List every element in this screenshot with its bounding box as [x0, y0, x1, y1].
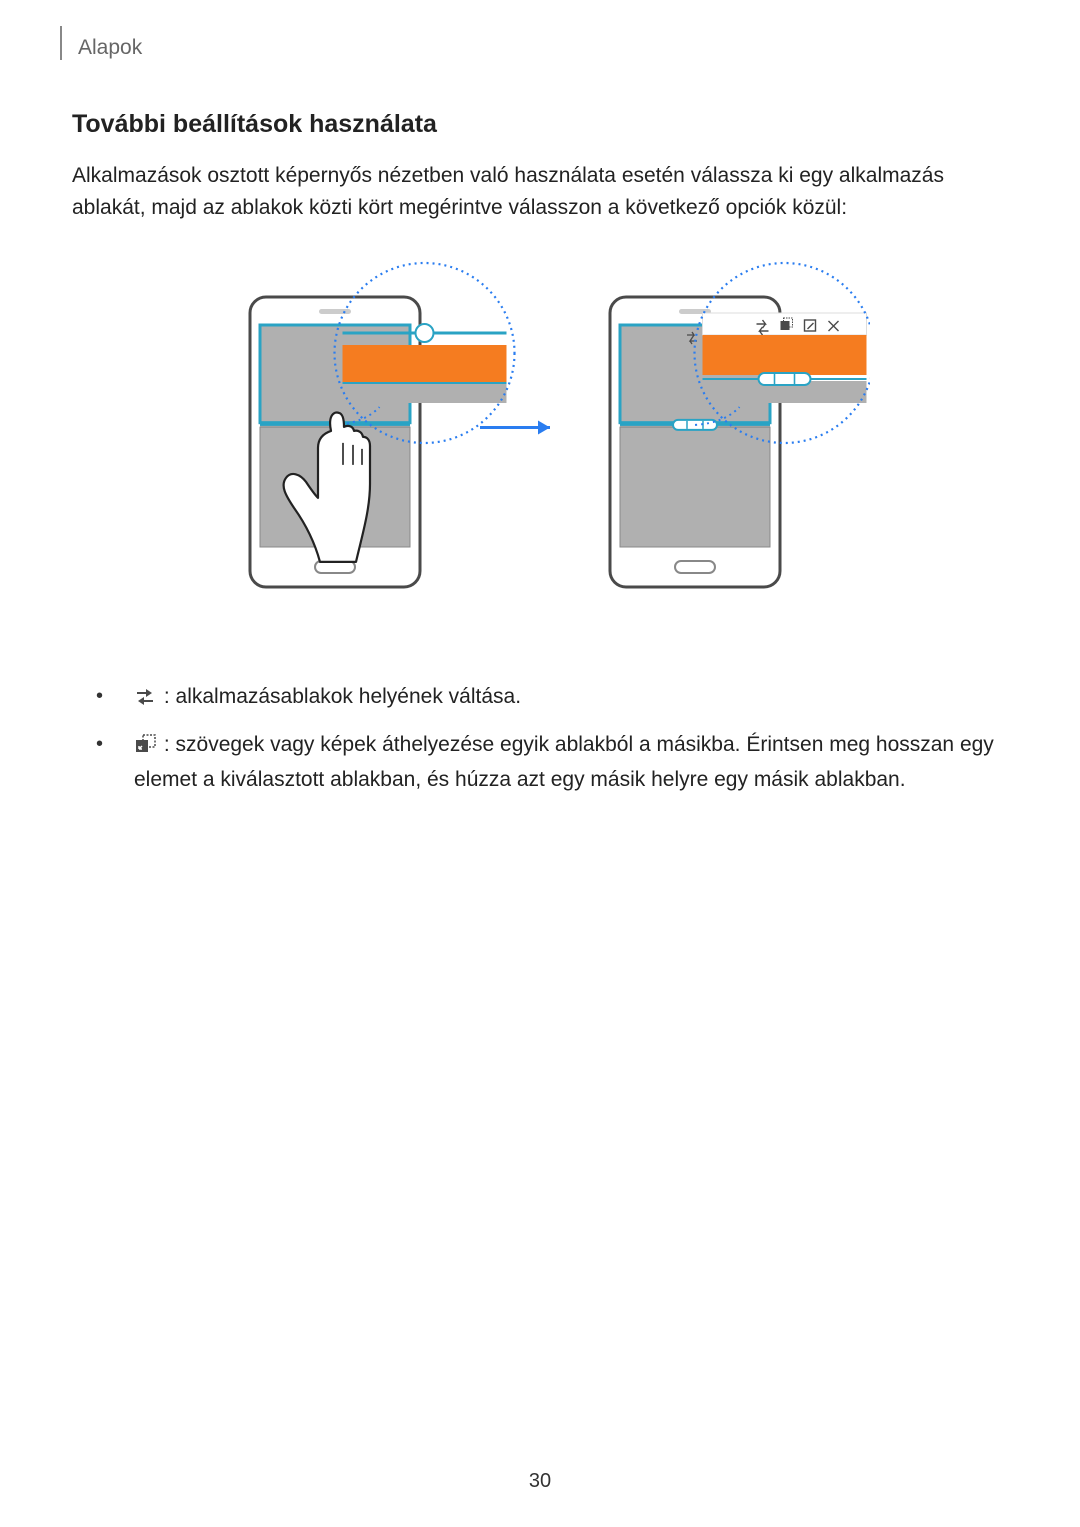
bullet-text-drag: : szövegek vagy képek áthelyezése egyik …: [134, 733, 994, 792]
drag-icon: [134, 732, 156, 765]
split-screen-figure: [210, 251, 870, 641]
chapter-title: Alapok: [78, 36, 142, 60]
bullet-item-swap: : alkalmazásablakok helyének váltása.: [96, 681, 1008, 717]
bullet-text-swap: : alkalmazásablakok helyének váltása.: [164, 685, 521, 708]
section-title: További beállítások használata: [72, 110, 1008, 139]
bullet-list: : alkalmazásablakok helyének váltása. : …: [72, 681, 1008, 797]
illustration: [72, 251, 1008, 641]
bullet-item-drag: : szövegek vagy képek áthelyezése egyik …: [96, 729, 1008, 797]
header-divider: [60, 26, 62, 60]
page-number: 30: [0, 1470, 1080, 1493]
section-intro: Alkalmazások osztott képernyős nézetben …: [72, 160, 1008, 223]
swap-icon: [134, 684, 156, 717]
